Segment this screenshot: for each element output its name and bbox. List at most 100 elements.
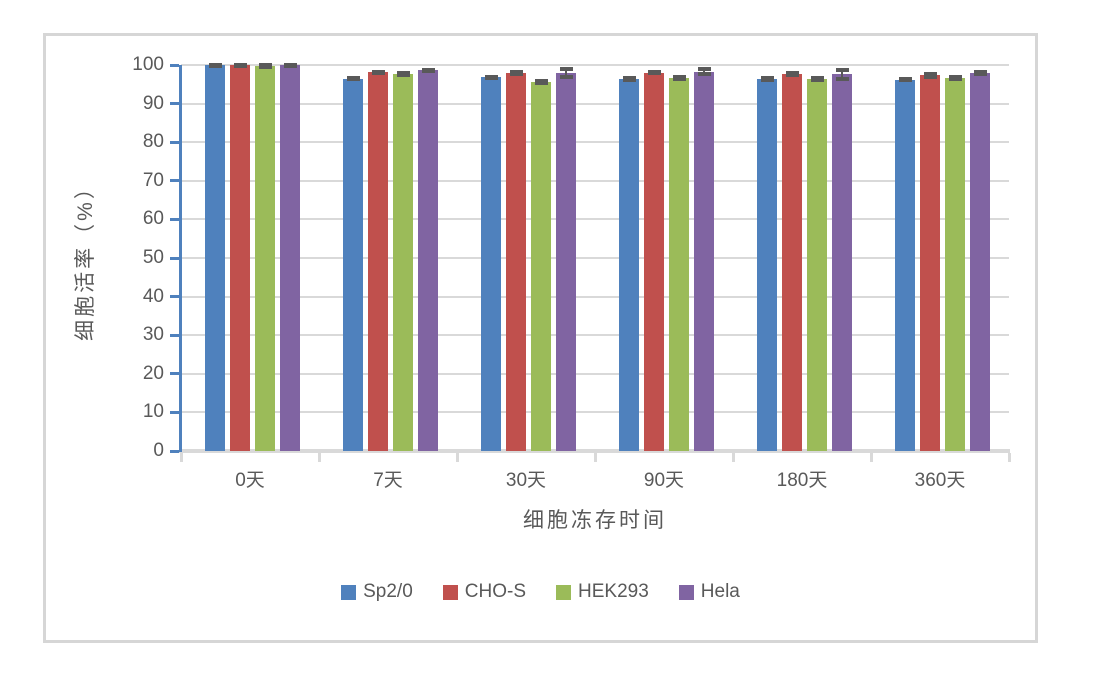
gridline bbox=[181, 141, 1009, 144]
bar-hela-180 bbox=[832, 74, 852, 451]
y-tick-label: 100 bbox=[132, 54, 164, 75]
bar-hela-7 bbox=[418, 70, 438, 451]
error-bar-cap bbox=[923, 74, 937, 79]
chart-frame: 细胞活率（%） 0 10 20 30 40 50 60 70 80 90 100 0天 7天 30天 90… bbox=[43, 33, 1038, 643]
x-tick-label: 0天 bbox=[235, 470, 265, 491]
y-axis-tick bbox=[170, 140, 179, 144]
x-tick-label: 180天 bbox=[776, 470, 828, 491]
error-bar-cap bbox=[371, 71, 385, 76]
y-axis-tick bbox=[170, 63, 179, 67]
error-bar-cap bbox=[760, 77, 774, 82]
y-axis-tick bbox=[170, 410, 179, 414]
bar-hela-0 bbox=[280, 65, 300, 451]
error-bar-cap bbox=[810, 77, 824, 82]
y-axis-tick bbox=[170, 217, 179, 221]
legend-item-sp2-0: Sp2/0 bbox=[341, 581, 413, 603]
y-axis-tick bbox=[170, 295, 179, 299]
y-tick-label: 30 bbox=[142, 324, 164, 346]
gridline bbox=[181, 218, 1009, 221]
error-bar-cap bbox=[973, 69, 987, 74]
error-bar-cap bbox=[283, 64, 297, 69]
error-bar-cap bbox=[835, 67, 849, 72]
x-tick-label: 90天 bbox=[643, 470, 685, 491]
error-bar-cap bbox=[898, 78, 912, 83]
error-bar-cap bbox=[835, 76, 849, 81]
bar-cho-s-360 bbox=[920, 75, 940, 451]
bar-sp2-0-7 bbox=[343, 78, 363, 451]
error-bar-cap bbox=[559, 74, 573, 79]
x-axis-title: 细胞冻存时间 bbox=[523, 509, 667, 532]
gridline bbox=[181, 334, 1009, 337]
bar-cho-s-30 bbox=[506, 73, 526, 451]
bar-sp2-0-180 bbox=[757, 78, 777, 451]
plot-area bbox=[170, 62, 1011, 462]
error-bar-cap bbox=[948, 76, 962, 81]
x-axis-tick bbox=[317, 453, 321, 462]
legend-swatch bbox=[442, 584, 458, 600]
legend-item-cho-s: CHO-S bbox=[442, 581, 527, 603]
bar-cho-s-180 bbox=[782, 74, 802, 451]
x-tick-label: 360天 bbox=[914, 470, 966, 491]
y-tick-label: 10 bbox=[142, 401, 164, 423]
x-axis-tick bbox=[731, 453, 735, 462]
y-tick-label: 80 bbox=[142, 131, 164, 153]
gridline bbox=[181, 295, 1009, 298]
y-tick-label: 50 bbox=[142, 247, 164, 268]
y-axis-tick bbox=[170, 372, 179, 376]
x-axis-tick bbox=[179, 453, 183, 462]
error-bar-cap bbox=[396, 73, 410, 78]
y-axis-tick bbox=[170, 102, 179, 106]
x-axis-tick bbox=[455, 453, 459, 462]
y-tick-label: 40 bbox=[142, 285, 164, 307]
bar-hek293-180 bbox=[807, 78, 827, 451]
error-bar-cap bbox=[697, 66, 711, 71]
error-bar-cap bbox=[346, 77, 360, 82]
y-tick-label: 60 bbox=[142, 208, 164, 230]
error-bar-cap bbox=[647, 71, 661, 76]
bar-hek293-0 bbox=[255, 65, 275, 451]
gridline bbox=[181, 179, 1009, 182]
x-axis-tick bbox=[593, 453, 597, 462]
error-bar-cap bbox=[421, 69, 435, 74]
error-bar-cap bbox=[559, 67, 573, 72]
bar-cho-s-0 bbox=[230, 65, 250, 451]
error-bar-cap bbox=[672, 76, 686, 81]
error-bar-cap bbox=[973, 71, 987, 76]
bar-hek293-360 bbox=[945, 78, 965, 451]
x-axis-tick bbox=[869, 453, 873, 462]
x-axis-line bbox=[179, 449, 1010, 453]
error-bar-cap bbox=[672, 74, 686, 79]
y-axis-tick bbox=[170, 179, 179, 183]
y-axis-tick bbox=[170, 449, 179, 453]
bar-hela-30 bbox=[556, 73, 576, 451]
legend-item-hek293: HEK293 bbox=[556, 581, 649, 603]
legend-swatch bbox=[341, 584, 357, 600]
y-tick-label: 0 bbox=[153, 440, 164, 461]
error-bar-cap bbox=[923, 72, 937, 77]
bar-hela-360 bbox=[970, 72, 990, 451]
error-bar-cap bbox=[208, 64, 222, 69]
error-bar-cap bbox=[534, 80, 548, 85]
error-bar-whisker bbox=[702, 68, 706, 75]
error-bar-whisker bbox=[840, 69, 844, 79]
error-bar-cap bbox=[484, 76, 498, 81]
legend-item-hela: Hela bbox=[678, 581, 740, 603]
legend-label: Sp2/0 bbox=[363, 581, 413, 602]
legend-label: Hela bbox=[700, 581, 740, 602]
y-tick-label: 20 bbox=[142, 362, 164, 384]
bar-cho-s-7 bbox=[368, 72, 388, 451]
error-bar-cap bbox=[785, 73, 799, 78]
gridline bbox=[181, 64, 1009, 66]
error-bar-cap bbox=[233, 64, 247, 69]
x-tick-label: 30天 bbox=[505, 470, 547, 491]
y-axis-tick bbox=[170, 256, 179, 260]
bar-hek293-7 bbox=[393, 74, 413, 451]
legend-label: CHO-S bbox=[464, 581, 527, 602]
error-bar-cap bbox=[697, 72, 711, 77]
error-bar-cap bbox=[509, 71, 523, 76]
legend-swatch bbox=[678, 584, 694, 600]
error-bar-whisker bbox=[564, 69, 568, 77]
bar-sp2-0-360 bbox=[895, 79, 915, 451]
y-axis-line bbox=[179, 65, 182, 452]
bar-hela-90 bbox=[694, 71, 714, 451]
